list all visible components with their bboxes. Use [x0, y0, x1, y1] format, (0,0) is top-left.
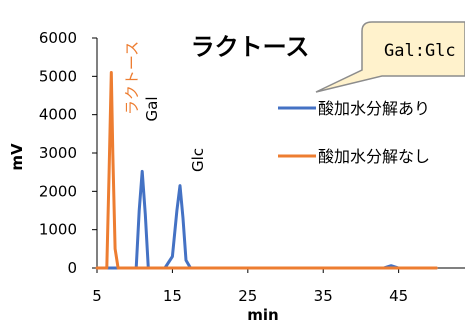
legend-label-without-hydrolysis: 酸加水分解なし: [318, 147, 430, 166]
y-tick-label: 4000: [39, 106, 77, 124]
y-tick-label: 5000: [39, 67, 77, 85]
x-tick-label: 45: [389, 287, 408, 305]
callout-text: Gal:Glc: [384, 41, 456, 61]
legend-label-with-hydrolysis: 酸加水分解あり: [318, 99, 430, 118]
y-tick-label: 0: [67, 259, 77, 277]
y-tick-label: 1000: [39, 221, 77, 239]
y-axis-title: mV: [8, 143, 26, 171]
y-tick-label: 6000: [39, 29, 77, 47]
y-tick-label: 3000: [39, 144, 77, 162]
series-line-with-hydrolysis: [95, 169, 438, 270]
x-axis: 5 15 25 35 45: [92, 267, 465, 305]
gal-peak-label: Gal: [143, 97, 161, 122]
y-tick-label: 2000: [39, 182, 77, 200]
x-tick-label: 25: [238, 287, 257, 305]
callout-box: Gal:Glc: [315, 21, 465, 93]
x-tick-label: 15: [163, 287, 182, 305]
series-line-without-hydrolysis: [95, 71, 438, 270]
orange-peak-label: ラクトース: [123, 41, 141, 115]
y-axis: 0 1000 2000 3000 4000 5000 6000: [39, 29, 98, 277]
x-axis-title: min: [247, 306, 278, 324]
glc-peak-label: Glc: [189, 148, 207, 172]
legend: 酸加水分解あり 酸加水分解なし: [278, 99, 430, 166]
x-tick-label: 35: [314, 287, 333, 305]
callout-shape: [315, 21, 465, 93]
chart-title: ラクトース: [191, 33, 310, 61]
series-layer: [95, 71, 438, 270]
x-tick-label: 5: [92, 287, 102, 305]
